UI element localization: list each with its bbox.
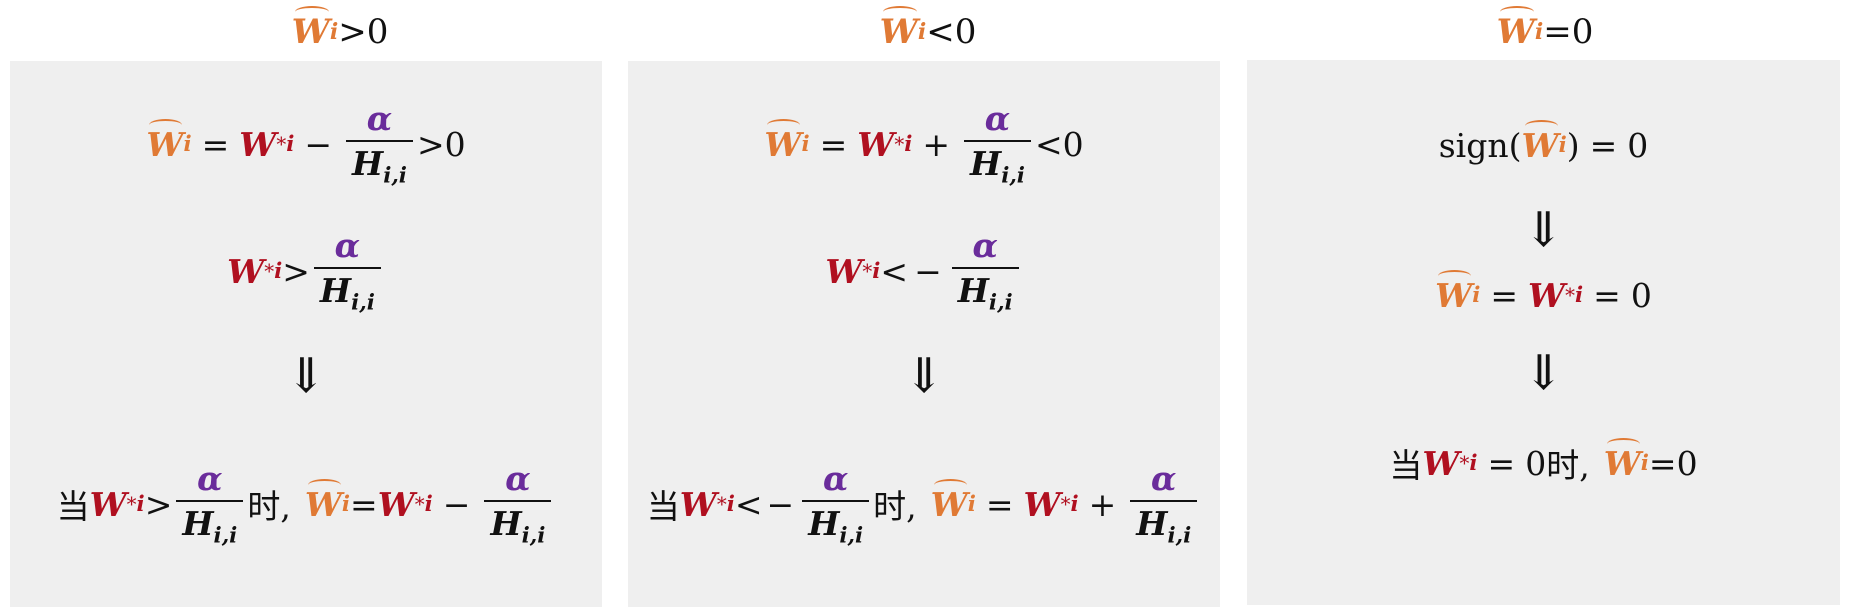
fraction-alpha-over-h: α Hi,i	[951, 226, 1019, 316]
header-relation: >0	[338, 12, 389, 52]
header-relation: <0	[926, 12, 977, 52]
w-hat-symbol: W	[1496, 6, 1535, 52]
fraction-alpha-over-h: α Hi,i	[346, 99, 413, 189]
fraction-alpha-over-h: α Hi,i	[1130, 459, 1198, 549]
implies-arrow: ⇓	[903, 348, 945, 404]
implies-arrow: ⇓	[285, 348, 327, 404]
w-hat-symbol: W	[291, 6, 330, 52]
fraction-alpha-over-h: α Hi,i	[176, 459, 244, 549]
implies-arrow: ⇓	[1523, 202, 1564, 258]
header-relation: =0	[1543, 12, 1594, 52]
w-hat-symbol: W	[879, 6, 918, 52]
fraction-alpha-over-h: α Hi,i	[484, 459, 552, 549]
fraction-alpha-over-h: α Hi,i	[802, 459, 870, 549]
inequality-condition: W * i < − α Hi,i	[628, 226, 1220, 316]
inequality-condition: W * i > α Hi,i	[10, 226, 602, 316]
implies-arrow: ⇓	[1523, 345, 1564, 401]
fraction-alpha-over-h: α Hi,i	[964, 99, 1031, 189]
fraction-alpha-over-h: α Hi,i	[313, 226, 381, 316]
